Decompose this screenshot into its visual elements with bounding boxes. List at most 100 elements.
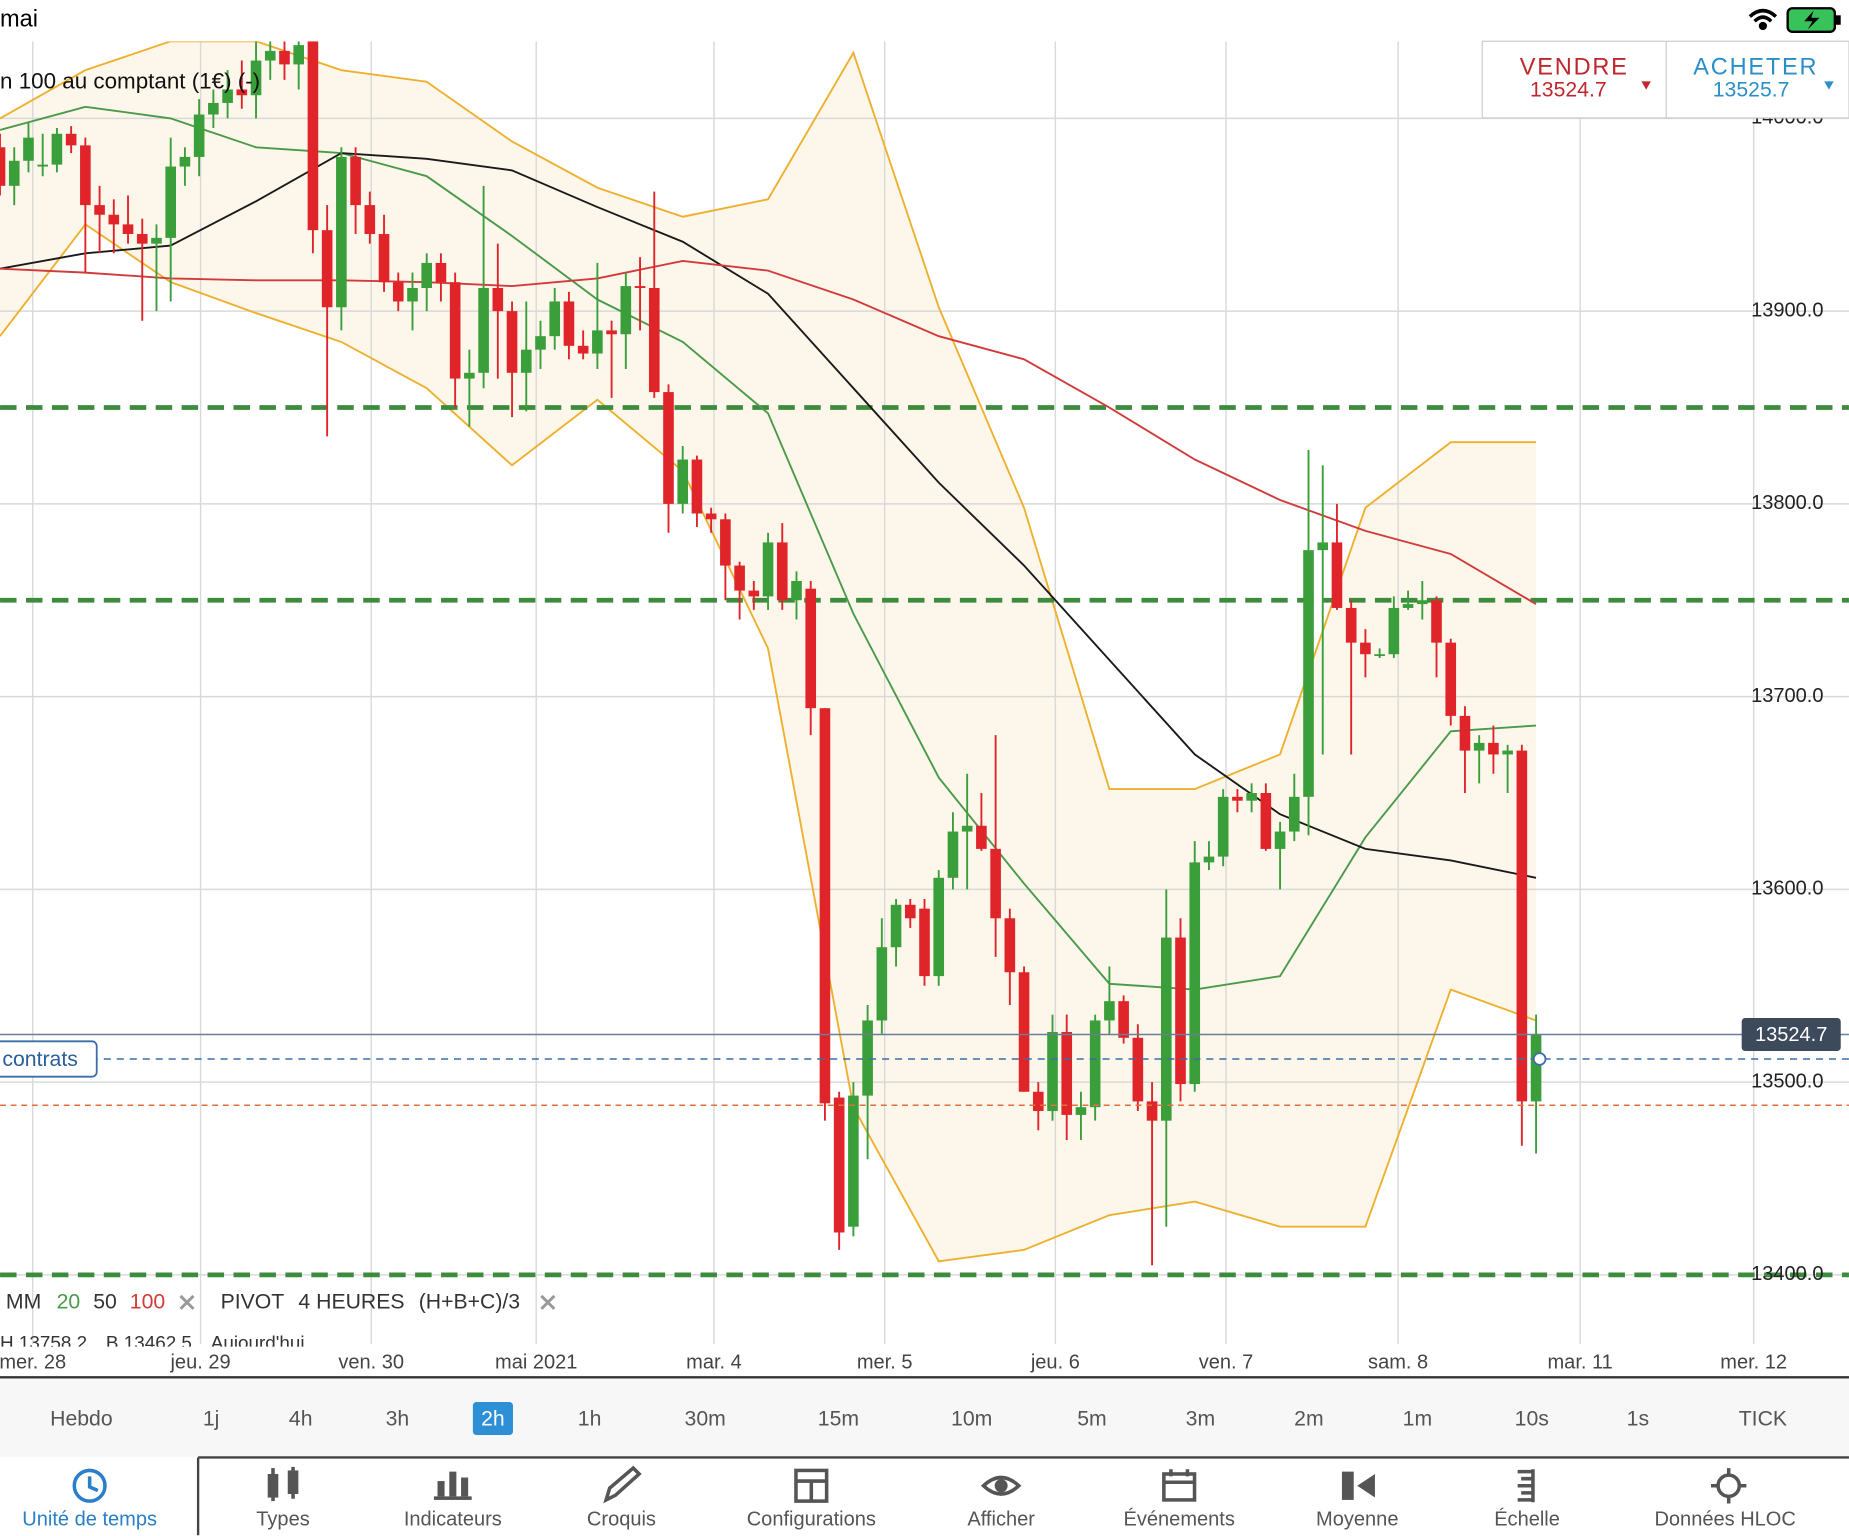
battery-icon [1786,7,1841,34]
candle-body [1288,796,1300,832]
timeframe[interactable]: TICK [1739,1407,1787,1430]
candle-body [1246,792,1257,801]
candle-body [648,287,660,393]
candle-body [1132,1037,1144,1102]
position-tag[interactable]: contrats [2,1048,77,1071]
buy-price[interactable]: 13525.7 [1713,78,1790,101]
x-tick-label: mer. 12 [1720,1351,1787,1373]
sell-price[interactable]: 13524.7 [1530,78,1607,101]
candle-body [122,224,134,235]
toolbar-item[interactable]: Moyenne [1316,1508,1398,1530]
candle-body [1416,600,1428,605]
timeframe[interactable]: 3h [386,1407,410,1430]
candle-body [663,392,674,504]
candle-body [1530,1033,1542,1102]
candle-body [1345,607,1357,643]
timeframe[interactable]: 4h [289,1407,313,1430]
candle-body [1075,1107,1087,1115]
candle-body [933,877,945,977]
legend-entry: 50 [93,1291,117,1314]
timeframe[interactable]: 15m [818,1407,859,1430]
timeframe[interactable]: 1j [203,1407,220,1430]
candle-body [307,41,319,231]
timeframe[interactable]: Hebdo [50,1407,113,1430]
candle-body [1146,1101,1158,1121]
candle-body [236,89,248,96]
candle-body [748,590,760,597]
toolbar-item[interactable]: Configurations [747,1508,876,1530]
timeframe[interactable]: 5m [1077,1407,1106,1430]
candle-body [947,831,959,878]
toolbar-item[interactable]: Indicateurs [404,1508,502,1530]
x-tick-label: ven. 30 [338,1351,404,1373]
candle-body [776,542,788,601]
candle-body [620,286,632,335]
candle-body [1317,542,1329,551]
toolbar-item[interactable]: Afficher [967,1508,1035,1530]
x-tick-label: ven. 7 [1199,1351,1254,1373]
buy-arrow [1824,81,1834,90]
candle-body [705,513,717,520]
x-tick-label: mer. 5 [857,1351,913,1373]
candle-body [1303,550,1314,797]
timeframe[interactable]: 3m [1186,1407,1215,1430]
candle-body [1089,1020,1101,1108]
toolbar-item[interactable]: Événements [1124,1507,1235,1530]
candle-body [833,1097,845,1233]
sell-arrow [1641,81,1651,90]
position-tag-box[interactable] [0,1040,98,1078]
timeframe[interactable]: 10m [951,1407,992,1430]
last-price-tag [1741,1018,1841,1052]
close-button[interactable] [540,1294,556,1310]
timeframe[interactable]: 1m [1403,1407,1432,1430]
instrument-title: n 100 au comptant (1€) (-) [0,68,260,93]
legend-pivot: PIVOT [221,1291,285,1314]
bottom-bar: mer. 28 jeu. 29 ven. 30 mai 2021 mar. 4 mer. … [0,1351,1849,1536]
candle-body [80,145,91,206]
candle-body [407,287,418,302]
status-time: mai [0,5,38,31]
candle-body [720,519,731,566]
candle-body [1118,1001,1129,1038]
candle-body [577,345,589,354]
timeframe[interactable]: 2m [1294,1407,1323,1430]
candle-body [976,825,987,849]
y-tick-label: 13600.0 [1751,878,1823,900]
x-tick-label: jeu. 6 [1030,1351,1080,1373]
x-tick-label: mer. 28 [0,1351,66,1373]
toolbar-item[interactable]: Échelle [1494,1507,1560,1530]
ma-line [0,259,1537,605]
candle-body [1402,604,1414,608]
candle-body [364,205,376,235]
wifi-icon [1748,8,1778,31]
timeframe[interactable]: 10s [1515,1407,1549,1430]
candle-body [1374,654,1385,656]
candle-body [805,588,817,709]
timeframe[interactable]: 30m [685,1407,726,1430]
candle-body [378,234,390,283]
timeframe[interactable]: 2h [481,1407,505,1430]
buy-button[interactable]: ACHETER 13525.7 [1693,54,1834,102]
close-button[interactable] [179,1294,195,1310]
candle-body [250,60,262,96]
candle-body [51,133,63,165]
candle-body [1217,796,1229,857]
timeframe[interactable]: 1s [1627,1407,1649,1430]
toolbar-item[interactable]: Unité de temps [22,1508,157,1530]
sell-label[interactable]: VENDRE [1520,54,1629,80]
timeframe[interactable]: 1h [578,1407,602,1430]
candle-body [819,708,831,1104]
candle-body [848,1095,859,1227]
sell-button[interactable]: VENDRE 13524.7 [1520,54,1651,102]
x-tick-label: mar. 4 [686,1351,742,1373]
candle-body [279,50,290,65]
toolbar-item[interactable]: Types [256,1508,309,1530]
candle-body [606,330,617,335]
toolbar-item[interactable]: Données HLOC [1654,1508,1795,1530]
candle-body [919,908,930,977]
legend: MM 20 50 100 PIVOT 4 HEURES (H+B+C)/3 H 13758.2… [0,1291,556,1347]
toolbar-item[interactable]: Croquis [587,1508,656,1530]
candle-body [1388,607,1400,655]
buy-label[interactable]: ACHETER [1693,54,1818,80]
candle-body [1360,642,1371,655]
